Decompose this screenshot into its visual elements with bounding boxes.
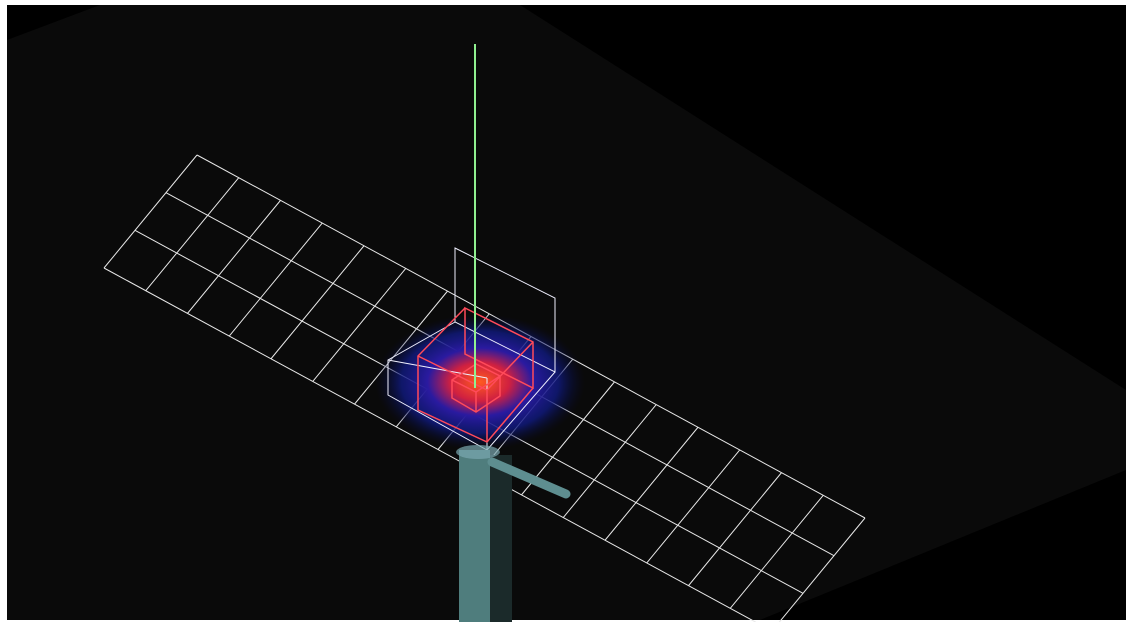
grid-line <box>604 426 699 541</box>
grid-line <box>145 177 240 292</box>
grid-line <box>228 222 323 337</box>
red-box <box>417 306 534 443</box>
pole <box>459 450 490 622</box>
pole-shadow <box>490 455 512 622</box>
grid-line <box>103 267 757 622</box>
grid-line <box>103 154 198 269</box>
grid-line <box>521 381 615 496</box>
grid-line <box>778 517 866 622</box>
grid-line <box>646 449 741 564</box>
pole-top <box>456 445 500 459</box>
ground-plane <box>7 5 1126 620</box>
grid-line <box>562 404 657 518</box>
grid-line <box>187 200 281 314</box>
box-edge <box>417 307 534 443</box>
grid-line <box>729 494 824 609</box>
grid-line <box>688 472 782 586</box>
grid-line <box>270 245 365 360</box>
grid-line <box>312 268 407 382</box>
box-edge <box>387 321 556 451</box>
box-edge <box>387 359 488 379</box>
rod <box>487 457 571 499</box>
